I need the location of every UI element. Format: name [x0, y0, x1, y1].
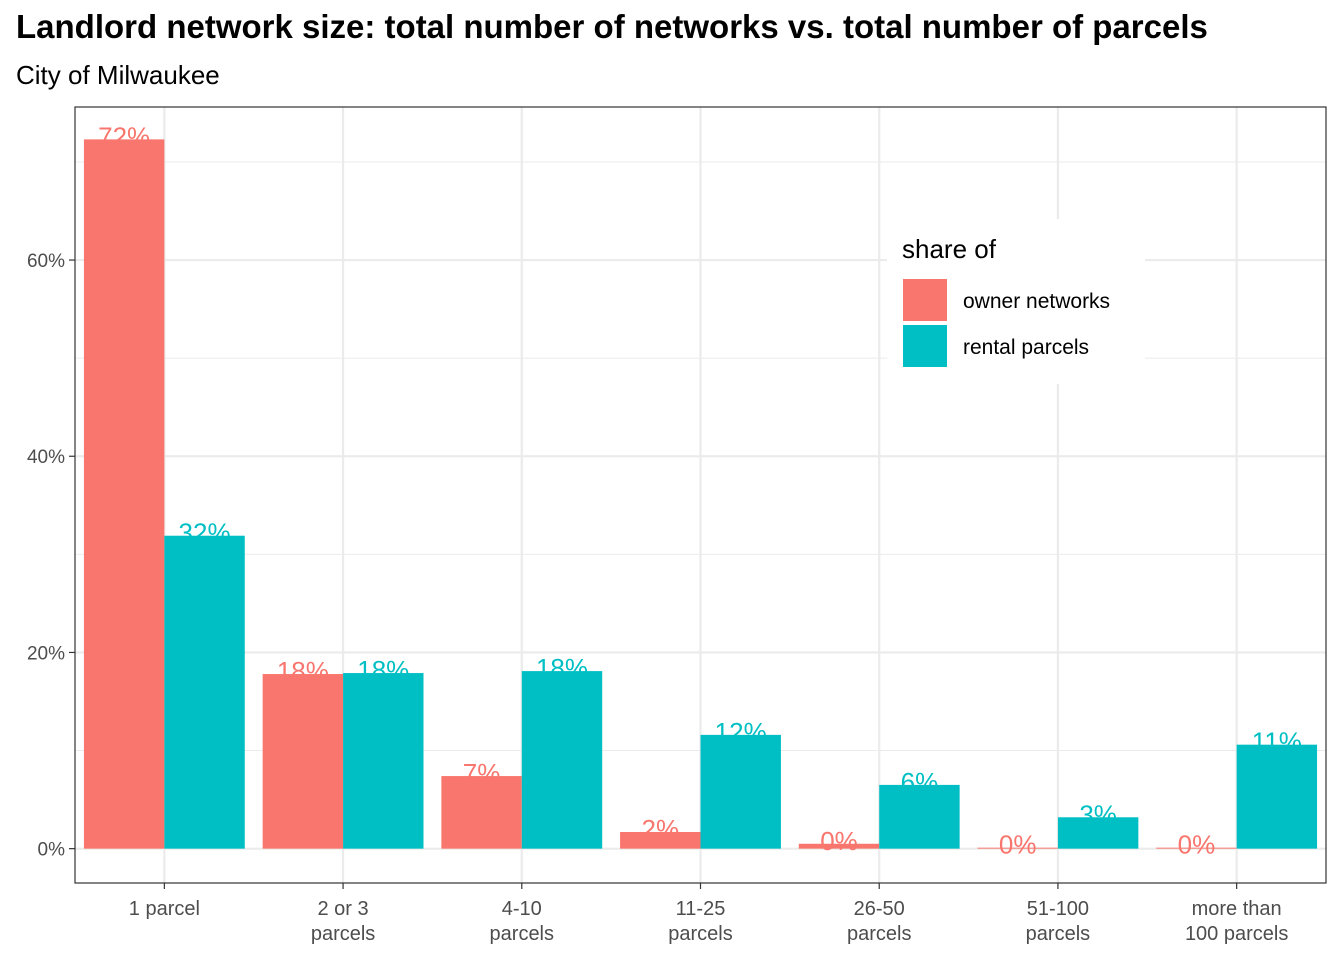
bar-owner-networks [441, 776, 522, 849]
x-axis: 1 parcel 2 or 3 parcels 4-10 parcels 11-25 par… [129, 883, 1288, 945]
data-label-rental-parcels: 12% [715, 717, 767, 747]
data-label-owner-networks: 0% [1178, 830, 1216, 860]
data-label-rental-parcels: 18% [357, 655, 409, 685]
bar-rental-parcels [343, 673, 424, 849]
data-label-owner-networks: 72% [98, 121, 150, 151]
data-label-rental-parcels: 6% [901, 767, 939, 797]
bar-rental-parcels [700, 734, 781, 849]
legend: share of owner networks rental parcels [887, 219, 1145, 384]
y-tick-label: 0% [38, 840, 66, 861]
data-label-owner-networks: 2% [642, 814, 680, 844]
bar-owner-networks [262, 674, 344, 849]
legend-title: share of [902, 234, 997, 264]
data-label-owner-networks: 0% [820, 826, 858, 856]
bar-rental-parcels [1057, 817, 1139, 849]
bar-owner-networks [83, 139, 165, 849]
legend-key-owner-networks [903, 279, 947, 321]
data-label-rental-parcels: 32% [179, 518, 231, 548]
x-tick-label: 2 or 3 parcels [311, 898, 375, 945]
x-tick-label: 26-50 parcels [847, 898, 911, 945]
data-label-owner-networks: 0% [999, 830, 1037, 860]
data-label-owner-networks: 7% [463, 758, 501, 788]
bar-rental-parcels [879, 784, 960, 849]
bar-rental-parcels [521, 671, 603, 849]
x-tick-label: 4-10 parcels [490, 898, 554, 945]
bar-owner-networks [1156, 847, 1237, 849]
data-label-rental-parcels: 3% [1079, 799, 1117, 829]
x-tick-label: 1 parcel [129, 898, 200, 920]
bar-owner-networks [977, 847, 1058, 849]
x-tick-label: 51-100 parcels [1026, 898, 1090, 945]
x-tick-label: 11-25 parcels [668, 898, 732, 945]
bars [83, 139, 1318, 849]
y-tick-label: 20% [27, 643, 65, 664]
bar-owner-networks [620, 831, 701, 849]
bar-labels: 72% 18% 7% 2% 0% 0% 0% 32% 18% 18% 12% 6% 3% 11% [98, 121, 1302, 859]
bar-rental-parcels [1236, 744, 1318, 849]
y-tick-label: 40% [27, 447, 65, 468]
bar-rental-parcels [164, 535, 245, 849]
y-axis: 0% 20% 40% 60% [27, 251, 75, 861]
data-label-rental-parcels: 11% [1252, 727, 1302, 757]
chart-subtitle: City of Milwaukee [16, 60, 220, 90]
data-label-owner-networks: 18% [277, 656, 329, 686]
y-tick-label: 60% [27, 251, 65, 272]
legend-label-rental-parcels: rental parcels [963, 336, 1089, 359]
bar-owner-networks [798, 843, 880, 849]
legend-key-rental-parcels [903, 325, 947, 367]
legend-label-owner-networks: owner networks [963, 290, 1110, 313]
chart-title: Landlord network size: total number of n… [16, 8, 1208, 45]
data-label-rental-parcels: 18% [536, 653, 588, 683]
x-tick-label: more than 100 parcels [1185, 898, 1288, 945]
